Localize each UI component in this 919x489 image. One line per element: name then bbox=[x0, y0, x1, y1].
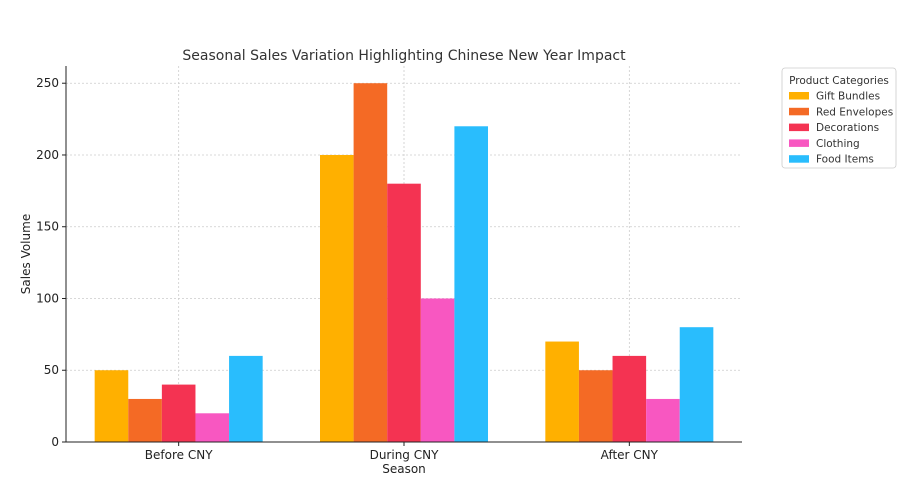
x-tick-label: Before CNY bbox=[145, 448, 213, 462]
bar-red-envelopes-1 bbox=[353, 83, 388, 442]
legend-title: Product Categories bbox=[789, 75, 889, 87]
bar-clothing-2 bbox=[646, 398, 680, 442]
y-tick-label: 150 bbox=[36, 220, 59, 234]
y-tick-label: 0 bbox=[51, 435, 59, 449]
bar-red-envelopes-0 bbox=[128, 398, 162, 442]
bar-clothing-1 bbox=[420, 298, 455, 442]
legend: Product Categories Gift Bundles Red Envel… bbox=[781, 67, 897, 169]
bar-food-items-0 bbox=[229, 355, 263, 442]
legend-swatch bbox=[789, 139, 809, 147]
bar-food-items-2 bbox=[679, 327, 714, 442]
legend-swatch bbox=[789, 107, 809, 116]
bar-gift-bundles-2 bbox=[545, 341, 579, 442]
bar-decorations-2 bbox=[612, 355, 647, 442]
bars bbox=[94, 83, 714, 442]
legend-swatch bbox=[789, 123, 809, 132]
bar-red-envelopes-2 bbox=[578, 370, 613, 442]
y-axis-label: Sales Volume bbox=[19, 214, 33, 294]
x-tick-label: After CNY bbox=[601, 448, 659, 462]
y-tick-label: 250 bbox=[36, 76, 59, 90]
y-tick-label: 100 bbox=[36, 291, 59, 305]
legend-label: Clothing bbox=[816, 138, 860, 150]
x-axis-label: Season bbox=[382, 462, 426, 476]
legend-swatch bbox=[789, 92, 809, 100]
y-tick-label: 200 bbox=[36, 148, 59, 162]
y-tick-label: 50 bbox=[44, 363, 59, 377]
bar-decorations-1 bbox=[387, 183, 421, 442]
legend-label: Food Items bbox=[816, 154, 874, 166]
axes: 0 50 100 150 200 250 Before CNY During CNY After… bbox=[36, 66, 742, 462]
bar-decorations-0 bbox=[161, 384, 196, 442]
chart-title: Seasonal Sales Variation Highlighting Ch… bbox=[182, 48, 626, 64]
bar-clothing-0 bbox=[195, 413, 230, 442]
bar-gift-bundles-0 bbox=[94, 370, 129, 442]
legend-label: Decorations bbox=[816, 122, 879, 134]
bar-food-items-1 bbox=[454, 126, 488, 442]
legend-label: Gift Bundles bbox=[816, 91, 880, 103]
legend-swatch bbox=[789, 155, 809, 163]
legend-label: Red Envelopes bbox=[816, 106, 893, 118]
x-tick-label: During CNY bbox=[370, 448, 440, 462]
legend-frame bbox=[781, 67, 897, 169]
bar-gift-bundles-1 bbox=[320, 154, 354, 442]
